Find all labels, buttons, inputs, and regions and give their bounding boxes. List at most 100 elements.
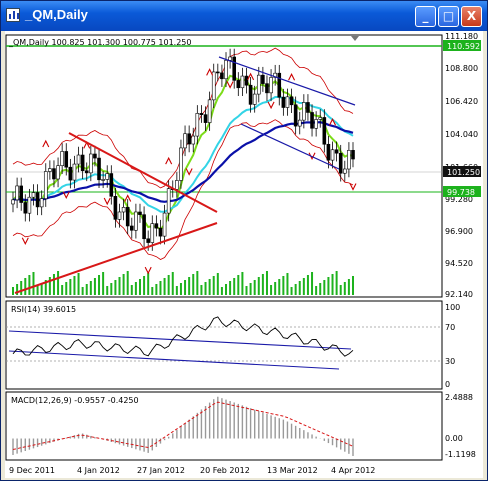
candle-body[interactable] (289, 96, 294, 106)
candle-body[interactable] (265, 83, 269, 94)
channel-bottom-line[interactable] (240, 123, 340, 170)
candle-body[interactable] (56, 165, 60, 180)
candle-body[interactable] (224, 60, 228, 80)
candle-body[interactable] (68, 166, 73, 181)
candle-body[interactable] (31, 192, 36, 198)
candle-body[interactable] (48, 168, 52, 172)
candle-body[interactable] (64, 151, 69, 168)
candle-body[interactable] (232, 56, 237, 81)
candle-body[interactable] (76, 154, 81, 165)
candle-body[interactable] (121, 207, 126, 213)
candle-body[interactable] (146, 238, 150, 243)
candle-body[interactable] (334, 149, 339, 154)
candle-body[interactable] (236, 80, 241, 89)
chart-area[interactable]: 111.180 108.800 106.420 104.040 101.660 … (5, 31, 483, 478)
candle-body[interactable] (154, 223, 159, 229)
candle-body[interactable] (347, 150, 351, 170)
candle-body[interactable] (80, 154, 85, 172)
candle-body[interactable] (125, 207, 130, 227)
rsi-trend-bottom[interactable] (8, 350, 340, 370)
candle-body[interactable] (261, 74, 265, 84)
candle-body[interactable] (39, 198, 44, 208)
candle-body[interactable] (314, 119, 318, 129)
candle-body[interactable] (43, 171, 48, 199)
candle-body[interactable] (338, 152, 343, 174)
candle-body[interactable] (293, 104, 298, 127)
candle-body[interactable] (252, 93, 257, 105)
candle-body[interactable] (322, 117, 327, 145)
candle-body[interactable] (244, 75, 249, 86)
candle-body[interactable] (216, 71, 220, 74)
rsi-trend-top[interactable] (8, 330, 352, 350)
candle-body[interactable] (134, 211, 138, 231)
candle-body[interactable] (310, 112, 314, 129)
shift-marker-icon[interactable] (351, 36, 359, 41)
trend-lines[interactable] (14, 56, 356, 294)
candle-body[interactable] (343, 168, 347, 174)
volume-bar (343, 282, 346, 295)
candle-body[interactable] (158, 227, 163, 237)
candle-body[interactable] (60, 151, 64, 167)
candle-body[interactable] (150, 223, 155, 243)
maximize-button[interactable]: □ (438, 6, 459, 27)
candle-body[interactable] (23, 202, 28, 214)
candle-body[interactable] (19, 185, 23, 203)
candle-body[interactable] (101, 179, 105, 181)
candle-body[interactable] (52, 168, 56, 180)
candle-body[interactable] (187, 133, 191, 145)
candle-body[interactable] (109, 173, 114, 197)
candle-body[interactable] (195, 113, 200, 137)
candle-body[interactable] (89, 153, 93, 174)
candle-body[interactable] (211, 71, 216, 101)
candle-body[interactable] (240, 75, 245, 89)
trend-line-up[interactable] (14, 222, 218, 294)
candle-body[interactable] (11, 199, 15, 205)
candle-body[interactable] (220, 72, 224, 80)
candlesticks[interactable] (11, 48, 355, 251)
candle-body[interactable] (207, 99, 212, 123)
candle-body[interactable] (256, 74, 261, 95)
candle-body[interactable] (330, 149, 335, 161)
candle-body[interactable] (179, 147, 183, 181)
candle-body[interactable] (281, 96, 286, 108)
candle-body[interactable] (117, 211, 122, 220)
candle-body[interactable] (175, 180, 179, 190)
candle-body[interactable] (318, 117, 323, 120)
candle-body[interactable] (326, 143, 331, 161)
candle-body[interactable] (183, 133, 187, 149)
candle-body[interactable] (84, 170, 89, 174)
candle-body[interactable] (277, 72, 282, 98)
candle-body[interactable] (142, 214, 146, 240)
candle-body[interactable] (306, 102, 310, 113)
lower-band-line (12, 119, 354, 260)
candle-body[interactable] (72, 163, 77, 181)
candle-body[interactable] (166, 188, 171, 214)
candle-body[interactable] (285, 96, 290, 108)
title-bar[interactable]: _QM,Daily _ □ X (1, 1, 487, 31)
close-button[interactable]: X (461, 6, 482, 27)
candle-body[interactable] (97, 157, 101, 181)
candle-body[interactable] (93, 153, 97, 159)
minimize-button[interactable]: _ (415, 6, 436, 27)
candle-body[interactable] (351, 150, 355, 160)
candle-body[interactable] (191, 135, 196, 145)
trend-line-down[interactable] (68, 132, 218, 213)
candle-body[interactable] (138, 211, 142, 215)
candle-body[interactable] (199, 113, 204, 115)
volume-bar (155, 284, 158, 295)
candle-body[interactable] (162, 212, 167, 237)
candle-body[interactable] (129, 225, 134, 231)
candle-body[interactable] (15, 185, 19, 201)
candle-body[interactable] (27, 196, 32, 214)
candle-body[interactable] (302, 102, 306, 121)
candle-body[interactable] (203, 114, 208, 123)
channel-top-line[interactable] (218, 56, 356, 106)
candle-body[interactable] (248, 84, 253, 105)
candle-body[interactable] (113, 196, 118, 220)
candle-body[interactable] (297, 119, 302, 127)
candle-body[interactable] (228, 56, 232, 61)
candle-body[interactable] (105, 173, 110, 180)
chart-canvas[interactable]: 111.180 108.800 106.420 104.040 101.660 … (5, 31, 483, 478)
candle-body[interactable] (35, 192, 40, 208)
candle-body[interactable] (269, 77, 273, 94)
